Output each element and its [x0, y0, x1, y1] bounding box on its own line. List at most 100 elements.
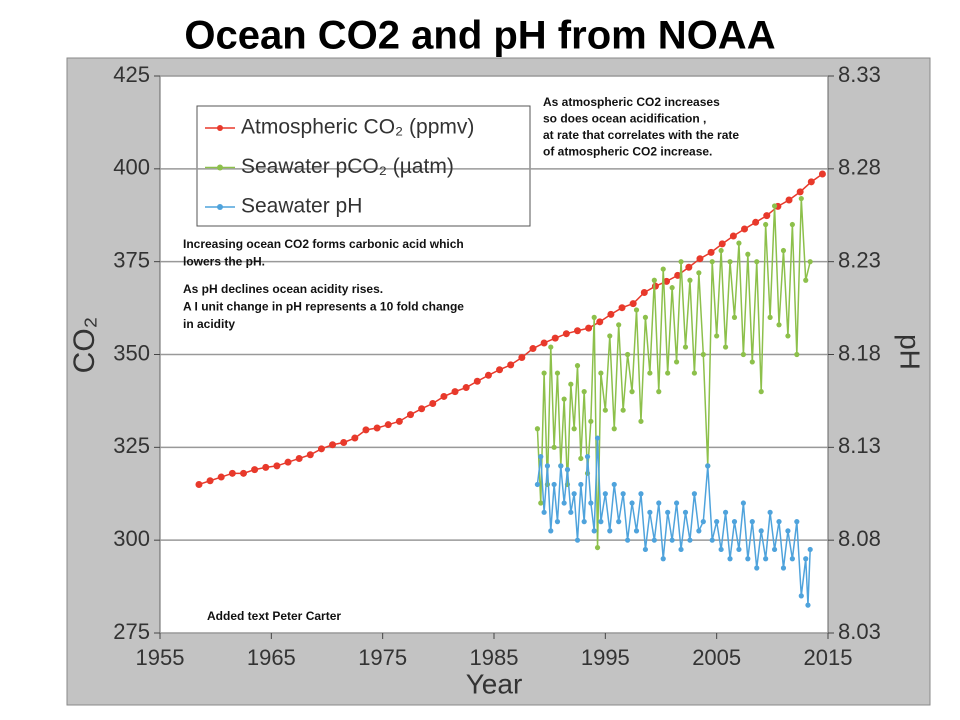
data-point — [785, 196, 793, 204]
data-point — [581, 389, 587, 395]
data-point — [674, 271, 682, 279]
data-point — [551, 444, 557, 450]
data-point — [741, 225, 748, 233]
data-point — [660, 266, 666, 272]
annotation: Increasing ocean CO2 forms carbonic acid… — [183, 237, 464, 251]
data-point — [714, 333, 720, 339]
data-point — [758, 528, 764, 534]
data-point — [736, 546, 742, 553]
data-point — [306, 451, 314, 459]
data-point — [554, 370, 561, 376]
annotation: in acidity — [183, 317, 235, 331]
y2-tick-label: 8.18 — [838, 340, 881, 365]
data-point — [591, 528, 597, 534]
data-point — [584, 454, 591, 460]
y2-tick-label: 8.28 — [838, 155, 881, 180]
data-point — [763, 556, 769, 562]
data-point — [295, 454, 303, 462]
data-point — [705, 463, 711, 469]
annotation: lowers the pH. — [183, 255, 265, 269]
data-point — [329, 441, 337, 449]
annotation: of atmospheric CO2 increase. — [543, 145, 712, 159]
data-point — [554, 519, 561, 525]
data-point — [656, 500, 662, 506]
data-point — [794, 351, 800, 358]
data-point — [407, 411, 414, 419]
data-point — [598, 370, 604, 376]
data-point — [640, 288, 648, 296]
legend-label: Seawater pH — [241, 195, 362, 218]
data-point — [625, 351, 631, 358]
data-point — [767, 509, 773, 515]
data-point — [638, 418, 644, 424]
data-point — [217, 473, 225, 481]
data-point — [767, 314, 773, 320]
annotation: As atmospheric CO2 increases — [543, 95, 720, 109]
data-point — [696, 528, 702, 534]
data-point — [548, 344, 554, 350]
data-point — [551, 334, 559, 342]
data-point — [625, 537, 631, 543]
data-point — [538, 500, 544, 506]
data-point — [727, 259, 733, 265]
data-point — [794, 519, 800, 525]
y-tick-label: 325 — [113, 433, 150, 458]
data-point — [496, 366, 504, 374]
data-point — [682, 344, 689, 350]
data-point — [462, 384, 470, 392]
data-point — [665, 370, 671, 376]
data-point — [561, 396, 567, 402]
data-point — [373, 424, 381, 432]
data-point — [749, 519, 755, 525]
data-point — [789, 556, 795, 562]
data-point — [731, 519, 738, 525]
y2-tick-label: 8.23 — [838, 247, 881, 272]
data-point — [673, 500, 680, 506]
data-point — [818, 170, 826, 178]
data-point — [673, 359, 680, 365]
data-point — [663, 277, 671, 285]
data-point — [574, 363, 581, 369]
data-point — [771, 203, 778, 209]
data-point — [251, 466, 259, 474]
data-point — [602, 407, 608, 413]
data-point — [707, 248, 715, 256]
data-point — [574, 537, 581, 543]
data-point — [558, 463, 564, 469]
data-point — [240, 469, 247, 477]
data-point — [607, 310, 615, 318]
y-tick-label: 300 — [113, 526, 150, 551]
data-point — [484, 371, 492, 379]
data-point — [616, 322, 622, 328]
data-point — [384, 421, 392, 429]
data-point — [745, 251, 751, 257]
data-point — [651, 277, 657, 283]
data-point — [594, 435, 601, 441]
data-point — [740, 351, 746, 358]
data-point — [651, 282, 659, 290]
data-point — [262, 463, 270, 471]
data-point — [578, 455, 584, 462]
data-point — [568, 381, 574, 387]
data-point — [642, 314, 649, 320]
data-point — [594, 544, 601, 551]
data-point — [534, 426, 541, 432]
annotation: As pH declines ocean acidity rises. — [183, 282, 383, 296]
x-tick-label: 1965 — [247, 645, 296, 670]
data-point — [691, 491, 698, 497]
data-point — [752, 218, 760, 226]
data-point — [718, 546, 724, 553]
data-point — [718, 247, 724, 254]
x-axis-label: Year — [466, 668, 523, 699]
data-point — [807, 259, 813, 265]
data-point — [429, 400, 437, 408]
data-point — [362, 426, 370, 434]
data-point — [564, 467, 571, 473]
data-point — [669, 285, 675, 291]
data-point — [473, 377, 481, 385]
data-point — [195, 480, 203, 488]
data-point — [785, 333, 791, 339]
data-point — [687, 277, 693, 283]
data-point — [700, 351, 706, 358]
data-point — [607, 333, 613, 339]
